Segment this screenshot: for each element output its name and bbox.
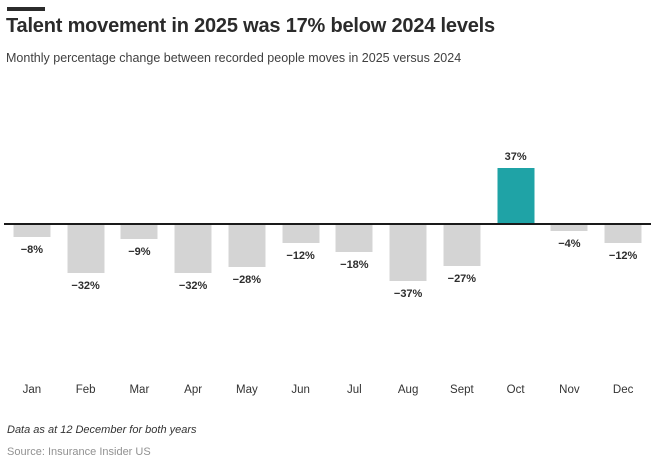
bar-value-label: −27%	[447, 272, 477, 285]
bar-value-label: −32%	[71, 280, 100, 292]
x-axis-label-nov: Nov	[559, 384, 580, 396]
bar-column-feb: −32%	[59, 135, 113, 382]
source-credit: Source: Insurance Insider US	[7, 446, 151, 458]
bar-value-label: −12%	[286, 250, 315, 262]
bar-apr	[174, 225, 212, 273]
bar-column-nov: −4%	[543, 135, 597, 382]
bar-column-aug: −37%	[381, 135, 435, 382]
bar-value-label: −18%	[340, 259, 369, 271]
bar-column-mar: −9%	[113, 135, 167, 382]
bar-may	[228, 225, 266, 267]
chart-title: Talent movement in 2025 was 17% below 20…	[6, 15, 495, 37]
bar-feb	[67, 225, 105, 273]
bar-columns: −8% −32% −9% −32% −28% −12% −18% −37% −27% 37% −4%…	[5, 135, 650, 382]
bar-column-sept: −27%	[435, 135, 489, 382]
bar-chart: −8% −32% −9% −32% −28% −12% −18% −37% −27% 37% −4%…	[4, 135, 651, 382]
data-note: Data as at 12 December for both years	[7, 424, 197, 436]
bar-value-label: −28%	[232, 274, 262, 286]
bar-sept	[443, 225, 481, 266]
bar-value-label: 37%	[504, 150, 527, 163]
bar-value-label: −32%	[178, 280, 208, 292]
bar-value-label: −4%	[558, 238, 581, 250]
bar-column-apr: −32%	[166, 135, 220, 382]
bar-column-jan: −8%	[5, 135, 59, 382]
bar-jul	[335, 225, 373, 252]
bar-column-dec: −12%	[596, 135, 650, 382]
x-axis-label-feb: Feb	[75, 384, 96, 396]
x-axis-label-mar: Mar	[129, 384, 150, 396]
bar-jan	[13, 225, 51, 237]
bar-column-jul: −18%	[328, 135, 382, 382]
bar-column-may: −28%	[220, 135, 274, 382]
x-axis-label-jan: Jan	[22, 384, 42, 396]
zero-axis-line	[4, 223, 651, 225]
bar-column-oct: 37%	[489, 135, 543, 382]
x-axis-label-apr: Apr	[184, 384, 203, 396]
bar-jun	[282, 225, 320, 243]
x-axis-label-oct: Oct	[506, 384, 525, 396]
x-axis-label-aug: Aug	[397, 384, 419, 396]
x-axis-label-jun: Jun	[291, 384, 310, 396]
bar-dec	[604, 225, 642, 243]
bar-nov	[550, 225, 588, 231]
bar-column-jun: −12%	[274, 135, 328, 382]
bar-oct	[497, 167, 535, 223]
bar-value-label: −8%	[20, 244, 44, 256]
bar-mar	[120, 225, 158, 239]
bar-value-label: −12%	[608, 250, 638, 262]
bar-aug	[389, 225, 427, 281]
x-axis-labels: Jan Feb Mar Apr May Jun Jul Aug Sept Oct Nov Dec	[5, 383, 650, 397]
x-axis-label-sept: Sept	[450, 384, 474, 396]
bar-value-label: −37%	[393, 287, 423, 300]
bar-value-label: −9%	[128, 245, 151, 258]
accent-rule	[7, 7, 45, 11]
chart-subtitle: Monthly percentage change between record…	[6, 51, 462, 65]
x-axis-label-may: May	[236, 384, 258, 396]
x-axis-label-jul: Jul	[347, 384, 362, 396]
x-axis-label-dec: Dec	[612, 384, 634, 396]
